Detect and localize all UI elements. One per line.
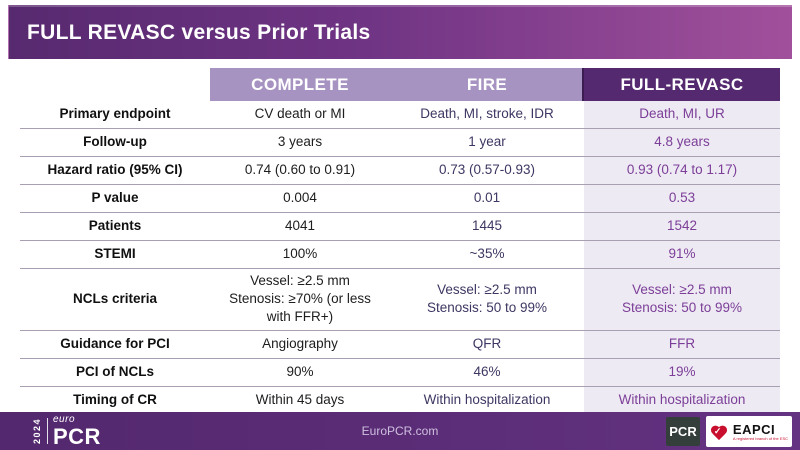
cell-fire: Vessel: ≥2.5 mm Stenosis: 50 to 99% (426, 282, 548, 316)
cell-fire: 46% (473, 364, 501, 380)
eapci-heart-icon: ✓ (710, 425, 728, 441)
row-label: Patients (88, 218, 142, 234)
table-header-fire: FIRE (390, 68, 584, 101)
cell-full-revasc: FFR (584, 330, 780, 358)
europcr-logo-euro: euro (53, 413, 76, 425)
cell-complete: Within 45 days (255, 392, 345, 408)
table-row: Primary endpoint CV death or MI Death, MI,… (20, 101, 780, 129)
table-row: PCI of NCLs 90% 46% 19% (20, 358, 780, 387)
table-header-corner (20, 68, 210, 101)
cell-complete: 4041 (284, 218, 316, 234)
eapci-text: EAPCI A registered branch of the ESC (733, 423, 788, 441)
row-label: Follow-up (83, 134, 147, 150)
europcr-logo-stack: euro PCR (53, 413, 101, 449)
cell-complete: CV death or MI (254, 106, 346, 122)
cell-fire: 1 year (468, 134, 506, 150)
table-header-full-revasc: FULL-REVASC (584, 68, 780, 101)
cell-full-revasc: Death, MI, UR (584, 101, 780, 128)
trial-comparison-table: COMPLETE FIRE FULL-REVASC Primary endpoi… (20, 68, 780, 415)
cell-complete: 0.74 (0.60 to 0.91) (244, 162, 356, 178)
cell-full-revasc: 0.53 (584, 185, 780, 212)
cell-full-revasc: 4.8 years (584, 129, 780, 156)
table-row: NCLs criteria Vessel: ≥2.5 mm Stenosis: ≥… (20, 269, 780, 331)
row-label: NCLs criteria (72, 291, 158, 307)
table-row: P value 0.004 0.01 0.53 (20, 185, 780, 213)
row-label: PCI of NCLs (75, 364, 154, 380)
pcr-badge: PCR (666, 417, 700, 446)
row-label: Guidance for PCI (60, 336, 170, 352)
footer-website: EuroPCR.com (361, 424, 439, 438)
eapci-check-glyph: ✓ (713, 425, 722, 436)
table-body: Primary endpoint CV death or MI Death, MI,… (20, 101, 780, 415)
table-header-complete: COMPLETE (210, 68, 390, 101)
cell-full-revasc: Within hospitalization (584, 386, 780, 414)
table-header-row: COMPLETE FIRE FULL-REVASC (20, 68, 780, 101)
cell-complete: 0.004 (283, 190, 317, 206)
cell-complete: 90% (286, 364, 314, 380)
cell-full-revasc: Vessel: ≥2.5 mm Stenosis: 50 to 99% (584, 269, 780, 330)
table-row: Follow-up 3 years 1 year 4.8 years (20, 129, 780, 157)
cell-fire: ~35% (469, 246, 505, 262)
cell-fire: 1445 (471, 218, 503, 234)
row-label: Timing of CR (73, 392, 157, 408)
cell-full-revasc: 0.93 (0.74 to 1.17) (584, 157, 780, 184)
logo-divider (47, 418, 48, 444)
cell-fire: 0.01 (473, 190, 501, 206)
title-bar: FULL REVASC versus Prior Trials (8, 5, 792, 59)
table-row: Guidance for PCI Angiography QFR FFR (20, 330, 780, 359)
cell-complete: 3 years (277, 134, 323, 150)
table-row: STEMI 100% ~35% 91% (20, 241, 780, 269)
europcr-logo-pcr: PCR (53, 423, 101, 449)
row-label: P value (91, 190, 139, 206)
cell-full-revasc: 1542 (584, 213, 780, 240)
footer-partner-logos: PCR ✓ EAPCI A registered branch of the E… (666, 416, 792, 447)
cell-complete: Angiography (262, 336, 338, 352)
row-label: STEMI (94, 246, 136, 262)
eapci-tagline: A registered branch of the ESC (732, 435, 789, 441)
table-row: Timing of CR Within 45 days Within hospita… (20, 386, 780, 415)
cell-fire: 0.73 (0.57-0.93) (438, 162, 536, 178)
table-row: Hazard ratio (95% CI) 0.74 (0.60 to 0.91)… (20, 157, 780, 185)
cell-complete: Vessel: ≥2.5 mm Stenosis: ≥70% (or less … (229, 273, 371, 325)
eapci-name: EAPCI (732, 421, 776, 437)
cell-fire: Within hospitalization (423, 392, 551, 408)
row-label: Hazard ratio (95% CI) (47, 162, 183, 178)
table-row: Patients 4041 1445 1542 (20, 213, 780, 241)
row-label: Primary endpoint (59, 106, 171, 122)
cell-full-revasc: 19% (584, 358, 780, 386)
cell-full-revasc: 91% (584, 241, 780, 268)
slide-title: FULL REVASC versus Prior Trials (27, 21, 371, 44)
cell-fire: Death, MI, stroke, IDR (420, 106, 554, 122)
europcr-logo: 2024 euro PCR (32, 413, 101, 449)
footer-bar: 2024 euro PCR EuroPCR.com PCR ✓ EAPCI A … (0, 412, 800, 450)
cell-complete: 100% (282, 246, 318, 262)
eapci-badge: ✓ EAPCI A registered branch of the ESC (706, 416, 792, 447)
cell-fire: QFR (472, 336, 502, 352)
